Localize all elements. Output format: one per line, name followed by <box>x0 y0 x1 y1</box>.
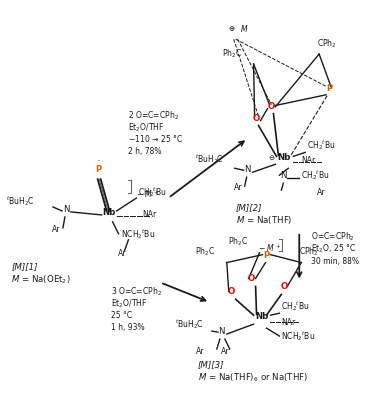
Text: Nb: Nb <box>255 312 268 321</box>
Text: [M][3]: [M][3] <box>198 360 225 369</box>
Text: O: O <box>248 275 255 284</box>
Text: $^t$BuH$_2$C: $^t$BuH$_2$C <box>6 194 35 208</box>
Text: O: O <box>281 282 288 291</box>
Text: N: N <box>244 165 251 174</box>
Text: O: O <box>268 102 275 111</box>
Text: Ar: Ar <box>196 347 204 356</box>
Text: Ph$_2$C: Ph$_2$C <box>228 236 248 248</box>
Text: CH$_2$$^t$Bu: CH$_2$$^t$Bu <box>138 185 167 199</box>
Text: $\oplus$: $\oplus$ <box>228 24 236 33</box>
Text: 1 h, 93%: 1 h, 93% <box>111 323 144 332</box>
Text: O=C=CPh$_2$: O=C=CPh$_2$ <box>311 231 355 243</box>
Text: $-$ $M^+$: $-$ $M^+$ <box>258 242 281 254</box>
Text: $M$ = Na(THF)$_6$ or Na(THF): $M$ = Na(THF)$_6$ or Na(THF) <box>198 372 308 384</box>
Text: N: N <box>280 171 287 180</box>
Text: 30 min, 88%: 30 min, 88% <box>311 257 359 266</box>
Text: ··: ·· <box>96 158 101 164</box>
Text: NAr: NAr <box>301 156 316 165</box>
Text: [M][1]: [M][1] <box>11 262 38 272</box>
Text: Et$_2$O/THF: Et$_2$O/THF <box>129 122 165 134</box>
Text: 3 O=C=CPh$_2$: 3 O=C=CPh$_2$ <box>111 285 162 298</box>
Text: $\ominus$: $\ominus$ <box>268 153 275 162</box>
Text: Nb: Nb <box>278 153 291 162</box>
Text: 25 °C: 25 °C <box>111 311 132 320</box>
Text: CH$_2$$^t$Bu: CH$_2$$^t$Bu <box>281 299 310 313</box>
Text: N: N <box>219 327 225 336</box>
Text: $^t$BuH$_2$C: $^t$BuH$_2$C <box>175 317 204 330</box>
Text: Ar: Ar <box>317 188 325 197</box>
Text: NCH$_2$$^t$Bu: NCH$_2$$^t$Bu <box>120 227 155 241</box>
Text: Ar: Ar <box>52 225 60 234</box>
Text: $-$ $M^+$: $-$ $M^+$ <box>136 188 160 200</box>
Text: Ar: Ar <box>221 347 229 356</box>
Text: 2 O=C=CPh$_2$: 2 O=C=CPh$_2$ <box>129 110 180 122</box>
Text: NAr: NAr <box>142 210 157 219</box>
Text: Ar: Ar <box>118 248 127 257</box>
Text: Et$_2$O/THF: Et$_2$O/THF <box>111 297 147 310</box>
Text: O: O <box>253 113 260 122</box>
Text: $M$ = Na(OEt$_2$): $M$ = Na(OEt$_2$) <box>11 273 71 286</box>
Text: Ph$_2$C: Ph$_2$C <box>195 246 215 258</box>
Text: Ph$_2$C: Ph$_2$C <box>222 47 242 60</box>
Text: CH$_2$$^t$Bu: CH$_2$$^t$Bu <box>301 168 330 182</box>
Text: $-$110 → 25 °C: $-$110 → 25 °C <box>129 133 183 144</box>
Text: Nb: Nb <box>102 208 115 217</box>
Text: Et$_2$O, 25 °C: Et$_2$O, 25 °C <box>311 243 356 255</box>
Text: O: O <box>228 287 235 296</box>
Text: CPh$_2$: CPh$_2$ <box>317 37 337 50</box>
Text: Ar: Ar <box>234 183 242 192</box>
Text: 2 h, 78%: 2 h, 78% <box>129 147 162 156</box>
Text: NAr: NAr <box>281 318 296 327</box>
Text: [M][2]: [M][2] <box>236 203 262 212</box>
Text: $^t$BuH$_2$C: $^t$BuH$_2$C <box>195 152 224 166</box>
Text: P: P <box>96 165 102 174</box>
Text: NCH$_2$$^t$Bu: NCH$_2$$^t$Bu <box>281 328 316 343</box>
Text: N: N <box>63 205 69 214</box>
Text: P: P <box>326 84 332 93</box>
Text: CPh$_2$: CPh$_2$ <box>299 246 319 258</box>
Text: $M$: $M$ <box>240 23 248 34</box>
Text: $M$ = Na(THF): $M$ = Na(THF) <box>236 214 292 226</box>
Text: CH$_2$$^t$Bu: CH$_2$$^t$Bu <box>307 138 336 152</box>
Text: P: P <box>263 251 270 259</box>
